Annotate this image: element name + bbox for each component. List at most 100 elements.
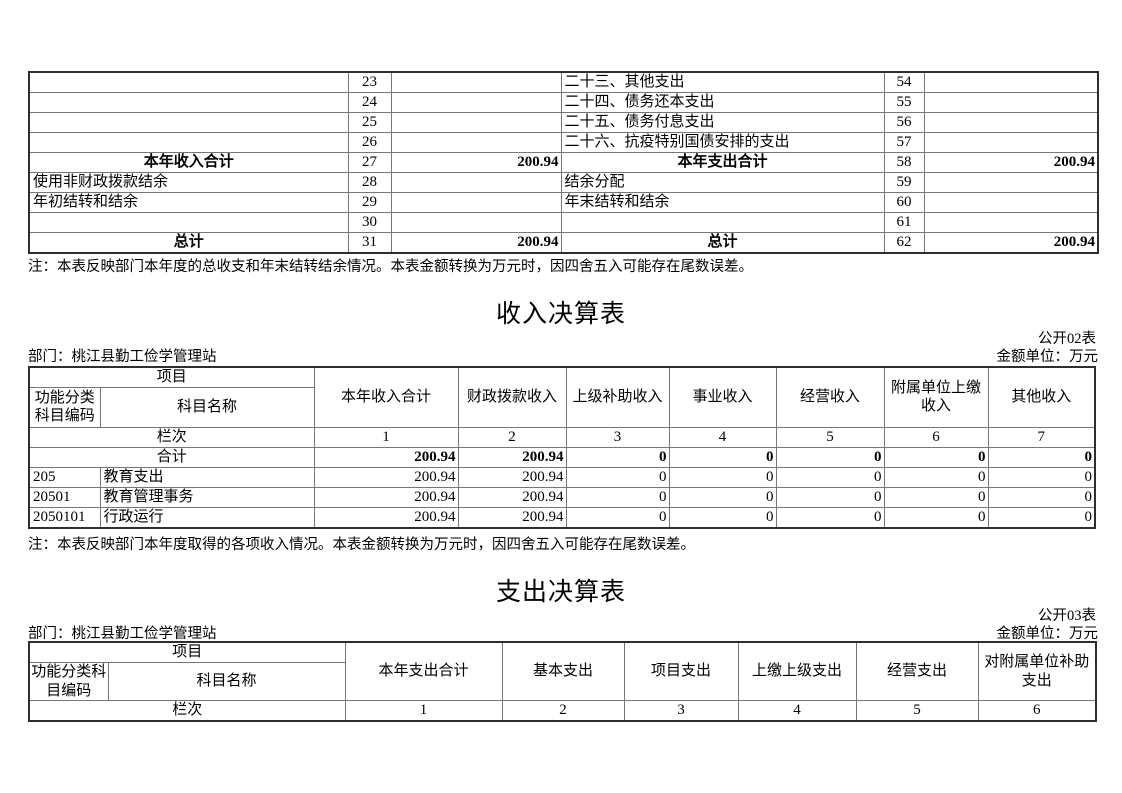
amount-cell: 0 xyxy=(775,446,885,468)
summary-row: 25 二十五、债务付息支出 56 xyxy=(28,111,1099,133)
right-line-no: 58 xyxy=(883,151,925,173)
right-line-no: 60 xyxy=(883,191,925,213)
right-amount: 200.94 xyxy=(923,231,1099,254)
left-amount: 200.94 xyxy=(390,231,562,254)
subject-name-header: 科目名称 xyxy=(107,661,346,702)
right-line-no: 62 xyxy=(883,231,925,254)
left-amount xyxy=(390,131,562,153)
column-index: 6 xyxy=(977,700,1097,722)
right-item-label: 结余分配 xyxy=(560,171,885,193)
col-header-basic-expense: 基本支出 xyxy=(501,641,625,702)
left-item-label xyxy=(28,131,349,153)
income-meta-row: 部门：桃江县勤工俭学管理站 金额单位：万元 xyxy=(28,345,1098,366)
column-index: 6 xyxy=(883,426,989,448)
amount-cell: 200.94 xyxy=(457,506,567,529)
income-data-row: 20501 教育管理事务 200.94 200.94 0 0 0 0 0 xyxy=(28,486,1096,508)
right-item-label: 二十六、抗疫特别国债安排的支出 xyxy=(560,131,885,153)
project-header: 项目 xyxy=(28,366,315,388)
column-index: 7 xyxy=(987,426,1096,448)
amount-cell: 0 xyxy=(883,466,989,488)
summary-row: 年初结转和结余 29 年末结转和结余 60 xyxy=(28,191,1099,213)
left-item-label xyxy=(28,91,349,113)
right-line-no: 55 xyxy=(883,91,925,113)
column-index: 4 xyxy=(668,426,777,448)
income-note: 注：本表反映部门本年度取得的各项收入情况。本表金额转换为万元时，因四舍五入可能存… xyxy=(28,537,695,553)
amount-cell: 0 xyxy=(565,506,670,529)
amount-cell: 200.94 xyxy=(457,466,567,488)
income-department-label: 部门：桃江县勤工俭学管理站 xyxy=(28,349,217,365)
amount-cell: 0 xyxy=(883,506,989,529)
col-header-business-income: 事业收入 xyxy=(668,366,777,428)
col-header-fiscal-appropriation: 财政拨款收入 xyxy=(457,366,567,428)
right-item-label: 总计 xyxy=(560,231,885,254)
right-amount: 200.94 xyxy=(923,151,1099,173)
amount-cell: 0 xyxy=(775,466,885,488)
left-item-label xyxy=(28,71,349,93)
amount-cell: 0 xyxy=(883,486,989,508)
income-data-row: 2050101 行政运行 200.94 200.94 0 0 0 0 0 xyxy=(28,506,1096,529)
income-table-title: 收入决算表 xyxy=(495,301,626,328)
summary-row: 使用非财政拨款结余 28 结余分配 59 xyxy=(28,171,1099,193)
right-item-label: 二十五、债务付息支出 xyxy=(560,111,885,133)
right-item-label: 本年支出合计 xyxy=(560,151,885,173)
income-data-row: 205 教育支出 200.94 200.94 0 0 0 0 0 xyxy=(28,466,1096,488)
right-line-no: 54 xyxy=(883,71,925,93)
column-index: 2 xyxy=(457,426,567,448)
right-item-label: 二十三、其他支出 xyxy=(560,71,885,93)
col-header-subsidy-subordinate: 对附属单位补助支出 xyxy=(977,641,1097,702)
left-line-no: 24 xyxy=(347,91,392,113)
right-amount xyxy=(923,111,1099,133)
subject-name: 教育支出 xyxy=(99,466,315,488)
amount-cell: 200.94 xyxy=(457,446,567,468)
right-item-label: 年末结转和结余 xyxy=(560,191,885,213)
amount-cell: 0 xyxy=(668,446,777,468)
summary-row: 24 二十四、债务还本支出 55 xyxy=(28,91,1099,113)
summary-row: 26 二十六、抗疫特别国债安排的支出 57 xyxy=(28,131,1099,153)
amount-cell: 200.94 xyxy=(313,466,459,488)
left-line-no: 27 xyxy=(347,151,392,173)
project-header: 项目 xyxy=(28,641,346,663)
left-amount: 200.94 xyxy=(390,151,562,173)
col-header-total-expense: 本年支出合计 xyxy=(344,641,503,702)
income-total-row: 合计 200.94 200.94 0 0 0 0 0 xyxy=(28,446,1096,468)
right-item-label: 二十四、债务还本支出 xyxy=(560,91,885,113)
right-line-no: 61 xyxy=(883,211,925,233)
left-line-no: 28 xyxy=(347,171,392,193)
left-item-label: 使用非财政拨款结余 xyxy=(28,171,349,193)
col-header-project-expense: 项目支出 xyxy=(623,641,739,702)
expense-table-title: 支出决算表 xyxy=(495,579,626,606)
right-amount xyxy=(923,71,1099,93)
column-index: 2 xyxy=(501,700,625,722)
col-header-remit-superior: 上缴上级支出 xyxy=(737,641,857,702)
expense-column-index-row: 栏次 1 2 3 4 5 6 xyxy=(28,700,1097,722)
col-header-subordinate-remit: 附属单位上缴收入 xyxy=(883,366,989,428)
summary-note: 注：本表反映部门本年度的总收支和年末结转结余情况。本表金额转换为万元时，因四舍五… xyxy=(28,259,753,275)
col-header-superior-subsidy: 上级补助收入 xyxy=(565,366,670,428)
left-item-label: 总计 xyxy=(28,231,349,254)
amount-cell: 0 xyxy=(987,466,1096,488)
left-item-label xyxy=(28,211,349,233)
income-column-index-row: 栏次 1 2 3 4 5 6 7 xyxy=(28,426,1096,448)
column-index-label: 栏次 xyxy=(28,426,315,448)
column-index-label: 栏次 xyxy=(28,700,346,722)
left-amount xyxy=(390,111,562,133)
left-line-no: 31 xyxy=(347,231,392,254)
right-amount xyxy=(923,171,1099,193)
income-table: 项目 本年收入合计 财政拨款收入 上级补助收入 事业收入 经营收入 附属单位上缴… xyxy=(28,366,1097,529)
right-amount xyxy=(923,211,1099,233)
amount-cell: 200.94 xyxy=(313,486,459,508)
amount-cell: 0 xyxy=(883,446,989,468)
column-index: 4 xyxy=(737,700,857,722)
expense-sheet-number: 公开03表 xyxy=(1038,608,1096,624)
amount-cell: 0 xyxy=(565,466,670,488)
subject-name: 行政运行 xyxy=(99,506,315,529)
right-amount xyxy=(923,191,1099,213)
column-index: 5 xyxy=(855,700,979,722)
right-amount xyxy=(923,91,1099,113)
expense-header-row-1: 项目 本年支出合计 基本支出 项目支出 上缴上级支出 经营支出 对附属单位补助支… xyxy=(28,641,1097,702)
left-amount xyxy=(390,171,562,193)
expense-header-row-2: 功能分类科目编码 科目名称 xyxy=(28,661,1096,702)
left-line-no: 25 xyxy=(347,111,392,133)
col-header-total-income: 本年收入合计 xyxy=(313,366,459,428)
